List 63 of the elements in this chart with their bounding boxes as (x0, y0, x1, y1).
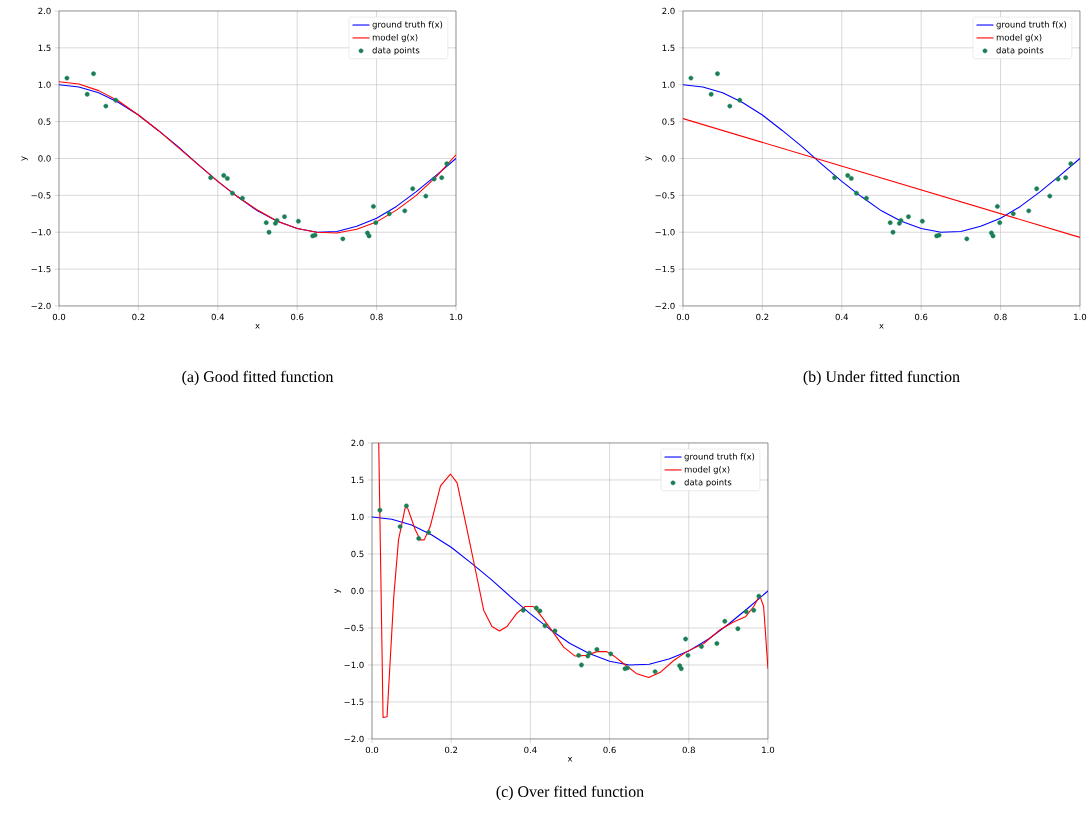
x-tick-label: 0.6 (914, 313, 928, 321)
y-tick-label: 0.0 (38, 155, 51, 162)
y-tick-label: −2.0 (344, 735, 364, 743)
y-tick-label: 1.5 (662, 44, 675, 52)
y-tick-label: −1.5 (655, 265, 675, 273)
legend-label: ground truth f(x) (996, 21, 1067, 30)
y-tick-label: −0.5 (31, 192, 51, 199)
x-tick-label: 0.2 (445, 746, 458, 754)
x-tick-label: 0.8 (994, 313, 1007, 321)
x-tick-label: 0.0 (676, 313, 690, 321)
legend-label: model g(x) (996, 34, 1042, 43)
y-tick-label: 2.0 (351, 439, 364, 447)
y-tick-label: −2.0 (655, 302, 675, 310)
y-tick-label: 0.5 (662, 118, 675, 125)
x-tick-label: 0.8 (370, 313, 383, 321)
legend-label: ground truth f(x) (684, 453, 755, 462)
y-tick-label: −1.5 (31, 265, 51, 273)
x-tick-label: 0.2 (756, 313, 769, 321)
text: (c) Over fitted function (496, 785, 644, 801)
x-tick-label: 1.0 (450, 313, 463, 321)
x-tick-label: 1.0 (1074, 313, 1087, 321)
y-tick-label: −0.5 (655, 192, 675, 199)
legend-label: data points (684, 478, 732, 488)
legend-label: model g(x) (684, 466, 730, 475)
y-tick-label: 0.5 (38, 118, 51, 125)
x-tick-label: 0.6 (291, 313, 304, 321)
y-axis-title: y (334, 588, 341, 594)
y-axis-title: y (645, 156, 652, 161)
legend-label: model g(x) (372, 34, 418, 43)
y-tick-label: 1.0 (38, 81, 51, 88)
y-tick-label: −1.0 (31, 229, 51, 236)
text: (a) Good fitted function (182, 370, 334, 386)
x-tick-label: 0.0 (365, 746, 379, 754)
y-tick-label: 2.0 (662, 7, 675, 15)
y-tick-label: 2.0 (38, 7, 51, 15)
x-axis-title: x (567, 757, 573, 762)
x-axis-title: x (255, 324, 260, 329)
x-tick-label: 0.4 (211, 313, 225, 321)
x-axis-title: x (879, 324, 884, 329)
y-tick-label: 0.5 (351, 550, 364, 558)
y-tick-label: 1.5 (38, 44, 51, 52)
x-tick-label: 0.6 (603, 746, 616, 754)
x-tick-label: 0.0 (52, 313, 66, 321)
legend-label: data points (996, 46, 1044, 56)
y-tick-label: 0.0 (662, 155, 675, 162)
y-tick-label: 1.0 (351, 513, 364, 521)
text: (b) Under fitted function (803, 370, 960, 386)
x-tick-label: 0.2 (132, 313, 145, 321)
y-axis-title: y (21, 156, 28, 161)
y-tick-label: −2.0 (31, 302, 51, 310)
x-tick-label: 0.4 (835, 313, 849, 321)
x-tick-label: 1.0 (762, 746, 775, 754)
y-tick-label: 0.0 (351, 587, 364, 595)
x-tick-label: 0.4 (524, 746, 537, 754)
x-tick-label: 0.8 (682, 746, 695, 754)
y-tick-label: −0.5 (344, 624, 364, 632)
legend-label: ground truth f(x) (372, 21, 443, 30)
y-tick-label: 1.0 (662, 81, 675, 88)
y-tick-label: −1.5 (344, 698, 364, 706)
legend-label: data points (372, 46, 420, 56)
y-tick-label: −1.0 (655, 229, 675, 236)
y-tick-label: 1.5 (351, 476, 364, 484)
y-tick-label: −1.0 (344, 661, 364, 669)
